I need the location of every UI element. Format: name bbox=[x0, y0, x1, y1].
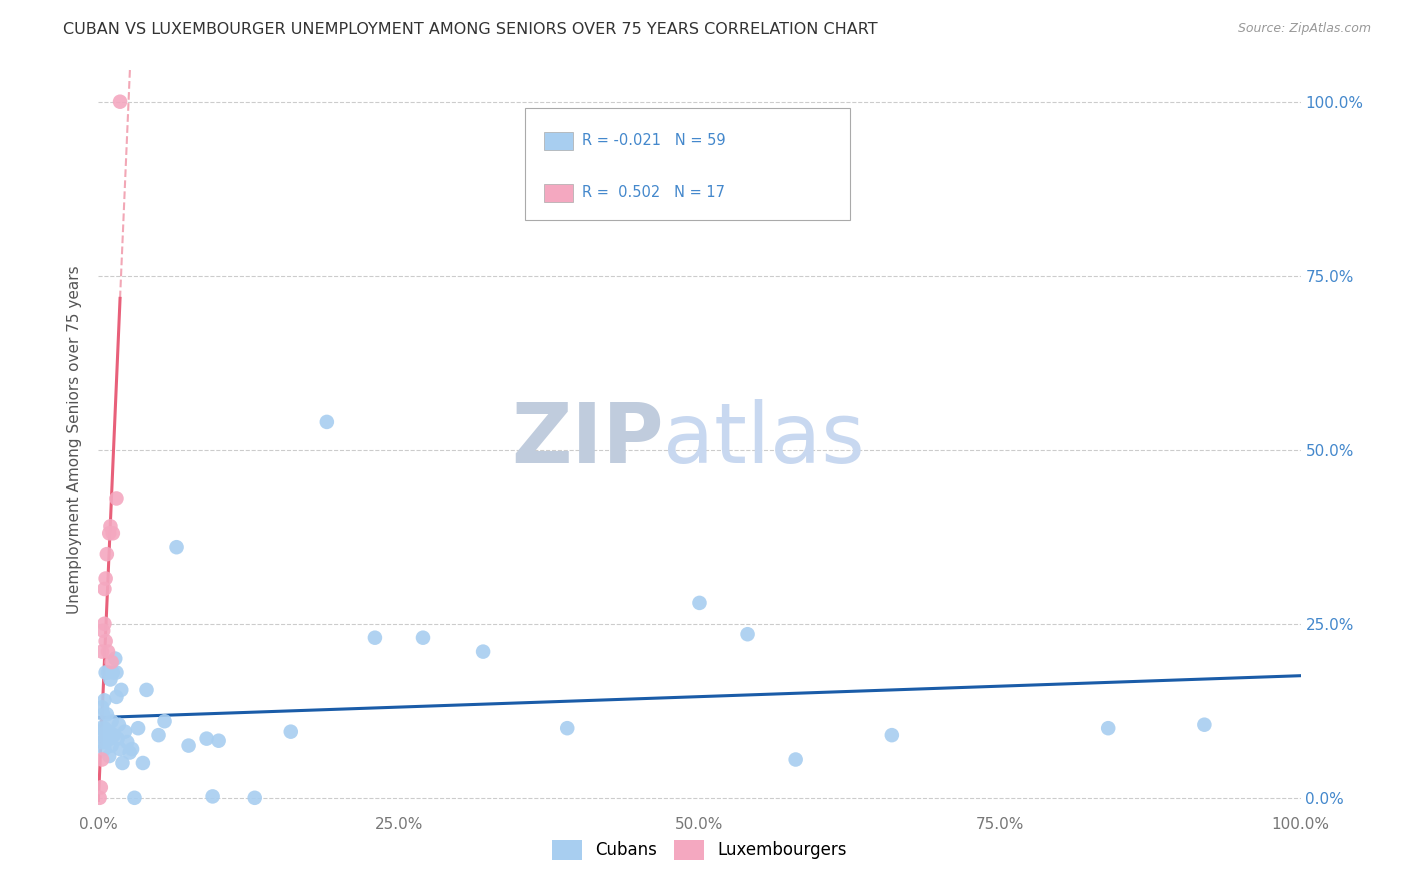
Point bbox=[98, 724, 121, 739]
Text: Source: ZipAtlas.com: Source: ZipAtlas.com bbox=[1237, 22, 1371, 36]
FancyBboxPatch shape bbox=[526, 108, 849, 219]
Point bbox=[785, 752, 807, 766]
Point bbox=[101, 665, 124, 680]
Point bbox=[118, 746, 141, 760]
Point bbox=[315, 415, 337, 429]
Point bbox=[96, 547, 118, 561]
Point bbox=[98, 526, 121, 541]
Point bbox=[91, 624, 114, 638]
Point bbox=[737, 627, 759, 641]
Point bbox=[1194, 717, 1216, 731]
Y-axis label: Unemployment Among Seniors over 75 years: Unemployment Among Seniors over 75 years bbox=[67, 265, 83, 614]
Point bbox=[195, 731, 218, 746]
Text: ZIP: ZIP bbox=[510, 399, 664, 480]
Point bbox=[105, 665, 128, 680]
Point bbox=[100, 519, 122, 533]
Point bbox=[91, 728, 114, 742]
Point bbox=[93, 616, 115, 631]
Point bbox=[100, 714, 122, 729]
Point bbox=[148, 728, 170, 742]
Point bbox=[94, 572, 117, 586]
Point bbox=[201, 789, 224, 804]
Point bbox=[555, 721, 578, 735]
Point bbox=[111, 756, 134, 770]
Point bbox=[94, 665, 117, 680]
Point bbox=[97, 665, 120, 680]
Point bbox=[114, 724, 136, 739]
Point bbox=[96, 728, 118, 742]
Text: R =  0.502   N = 17: R = 0.502 N = 17 bbox=[582, 186, 724, 201]
Point bbox=[132, 756, 155, 770]
Point bbox=[124, 790, 146, 805]
Point bbox=[108, 717, 131, 731]
Point bbox=[89, 790, 111, 805]
Point bbox=[100, 739, 122, 753]
Text: CUBAN VS LUXEMBOURGER UNEMPLOYMENT AMONG SENIORS OVER 75 YEARS CORRELATION CHART: CUBAN VS LUXEMBOURGER UNEMPLOYMENT AMONG… bbox=[63, 22, 877, 37]
Point bbox=[93, 742, 115, 756]
Point bbox=[93, 721, 115, 735]
Point bbox=[107, 731, 129, 746]
Point bbox=[96, 724, 118, 739]
Point bbox=[1097, 721, 1119, 735]
Point bbox=[108, 95, 131, 109]
Point bbox=[91, 735, 114, 749]
Text: R = -0.021   N = 59: R = -0.021 N = 59 bbox=[582, 133, 725, 148]
Point bbox=[280, 724, 302, 739]
Point bbox=[105, 491, 128, 506]
Point bbox=[117, 735, 139, 749]
Point bbox=[243, 790, 266, 805]
Point bbox=[135, 682, 157, 697]
Point bbox=[96, 707, 118, 722]
Point bbox=[91, 700, 114, 714]
Point bbox=[98, 749, 121, 764]
Point bbox=[90, 721, 112, 735]
Point bbox=[412, 631, 434, 645]
Point bbox=[472, 645, 495, 659]
Text: atlas: atlas bbox=[664, 399, 865, 480]
Point bbox=[364, 631, 387, 645]
Point bbox=[880, 728, 903, 742]
Point bbox=[177, 739, 200, 753]
Point bbox=[91, 645, 114, 659]
Point bbox=[110, 682, 132, 697]
Point bbox=[94, 735, 117, 749]
Point bbox=[97, 645, 120, 659]
Point bbox=[100, 655, 122, 669]
Point bbox=[104, 651, 127, 665]
Point bbox=[93, 693, 115, 707]
Point bbox=[100, 731, 122, 746]
Point bbox=[127, 721, 149, 735]
Point bbox=[90, 780, 112, 795]
Point bbox=[91, 752, 114, 766]
Point bbox=[105, 690, 128, 704]
Legend: Cubans, Luxembourgers: Cubans, Luxembourgers bbox=[546, 833, 853, 867]
Point bbox=[101, 526, 124, 541]
Point bbox=[108, 742, 131, 756]
Point bbox=[208, 733, 231, 747]
Point bbox=[91, 707, 114, 722]
Point bbox=[689, 596, 711, 610]
Point bbox=[153, 714, 176, 729]
Point bbox=[93, 582, 115, 596]
Point bbox=[166, 540, 188, 554]
Point bbox=[100, 673, 122, 687]
Point bbox=[103, 728, 125, 742]
FancyBboxPatch shape bbox=[544, 184, 574, 202]
FancyBboxPatch shape bbox=[544, 132, 574, 150]
Point bbox=[97, 728, 120, 742]
Point bbox=[94, 634, 117, 648]
Point bbox=[121, 742, 143, 756]
